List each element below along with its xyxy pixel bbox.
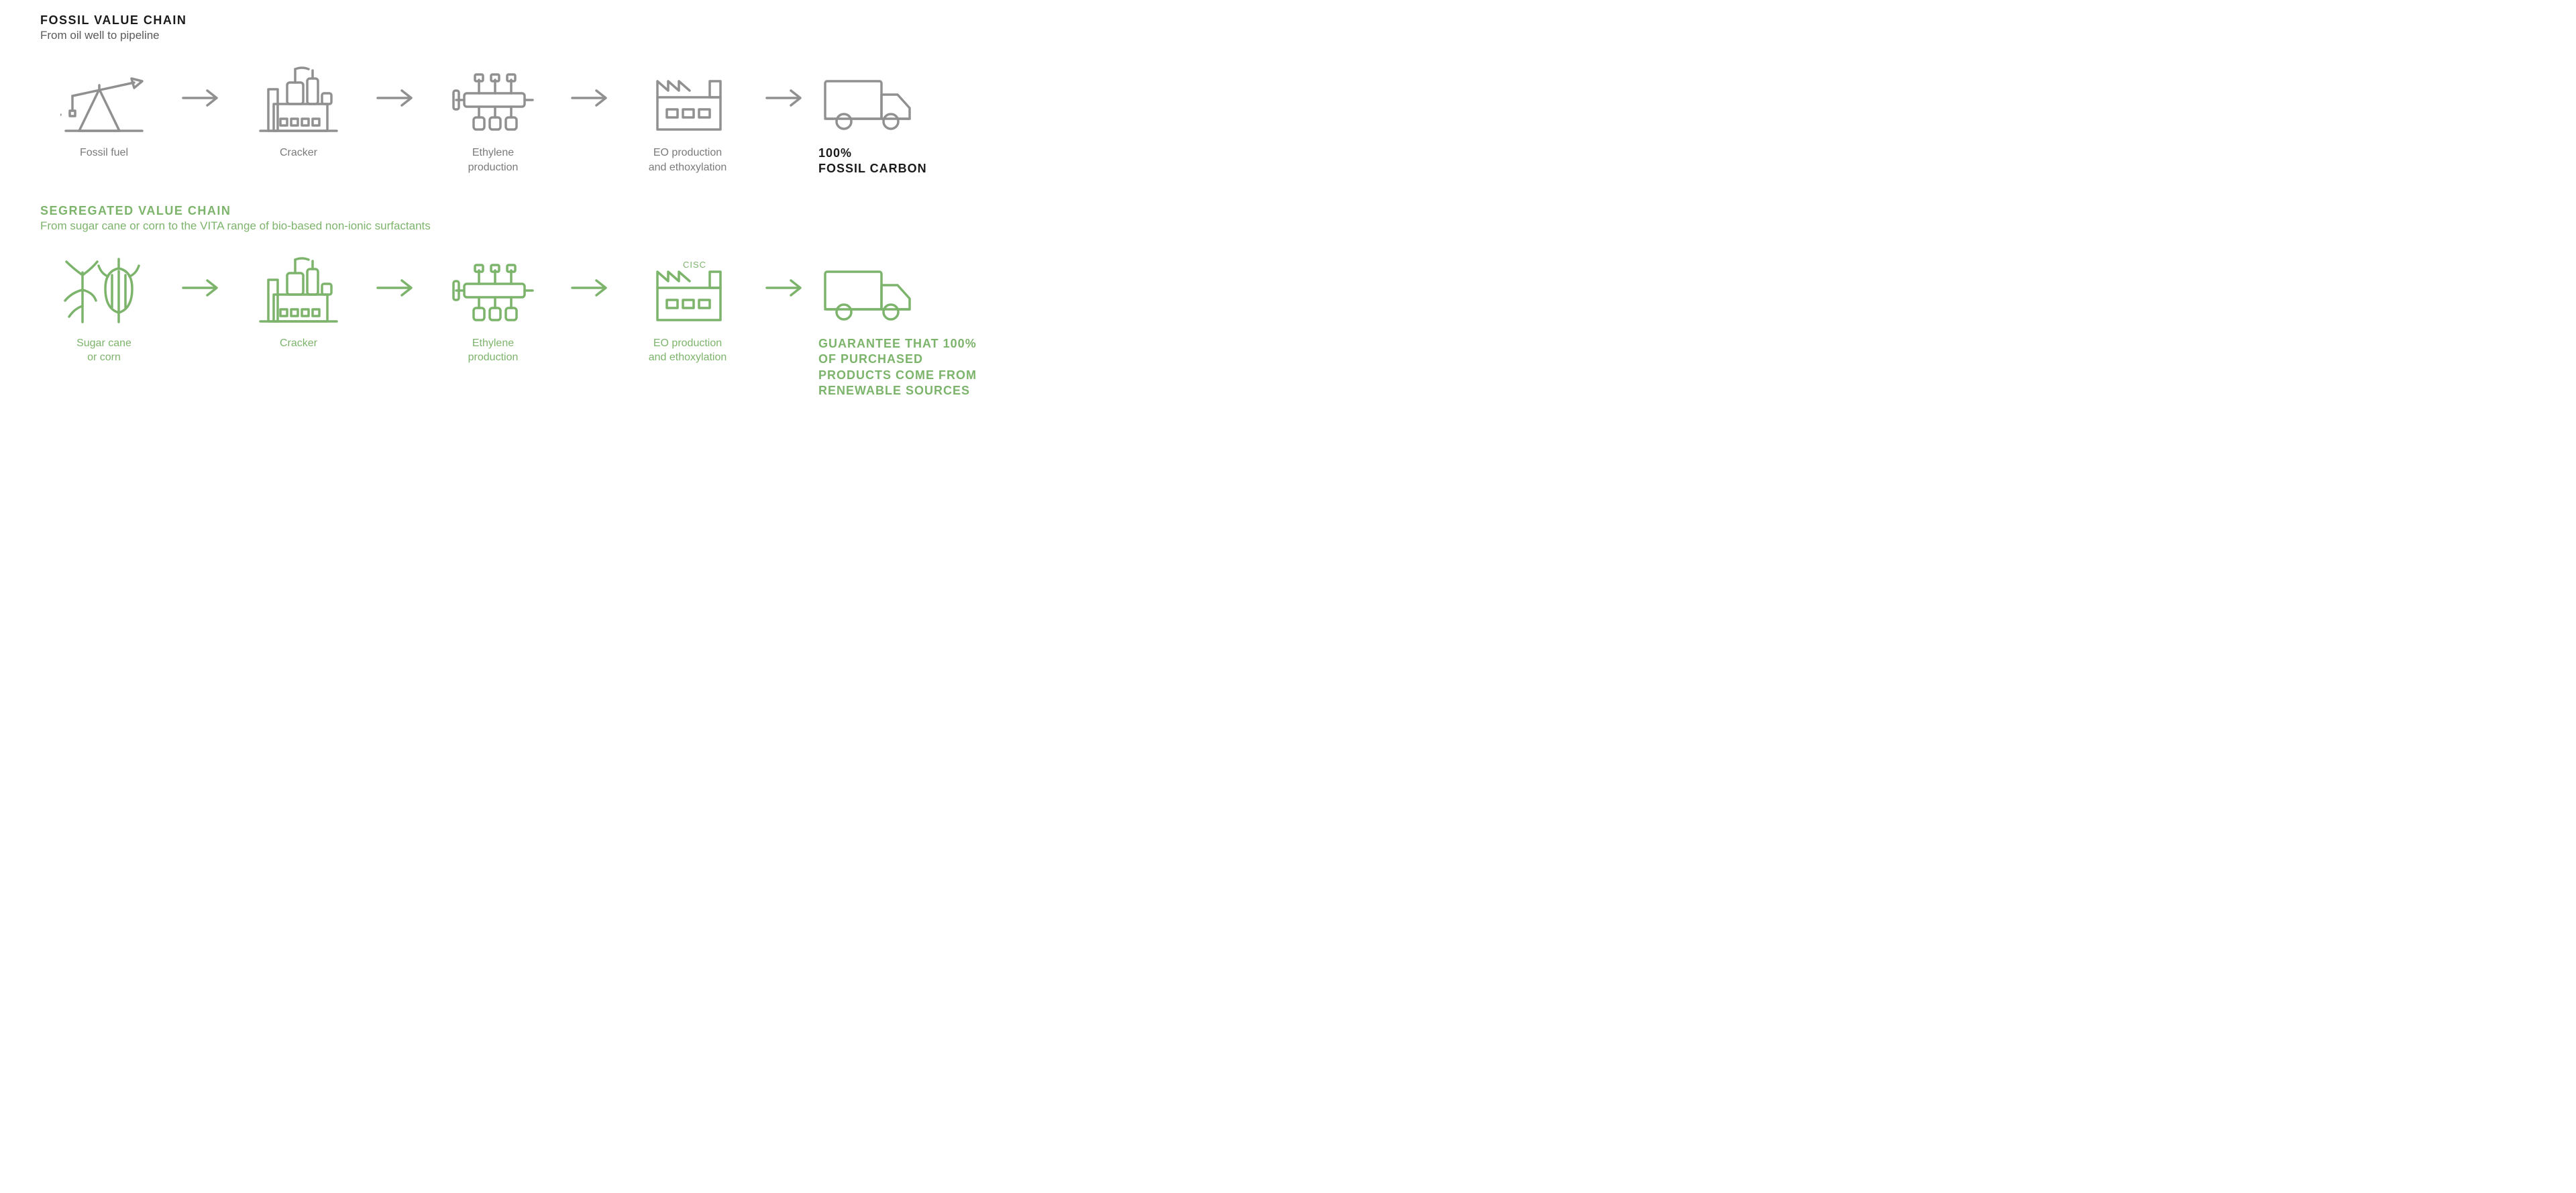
arrow-icon	[362, 59, 429, 136]
oil-pump-icon	[40, 59, 168, 136]
step-label: Sugar caneor corn	[76, 336, 131, 365]
step-label: EO productionand ethoxylation	[649, 146, 727, 174]
bio-chain-header: SEGREGATED VALUE CHAIN From sugar cane o…	[40, 204, 990, 233]
svg-text:CISC: CISC	[683, 260, 706, 270]
factory-icon	[624, 59, 751, 136]
factory-icon: CISC	[624, 250, 751, 327]
step-label: EO productionand ethoxylation	[649, 336, 727, 365]
fossil-chain-title: FOSSIL VALUE CHAIN	[40, 13, 990, 28]
bio-chain-title: SEGREGATED VALUE CHAIN	[40, 204, 990, 218]
bio-step-cracker: Cracker	[235, 250, 362, 351]
fossil-chain-subtitle: From oil well to pipeline	[40, 29, 990, 42]
ethylene-icon	[429, 59, 557, 136]
bio-step-ethylene: Ethyleneproduction	[429, 250, 557, 365]
fossil-step-ethylene: Ethyleneproduction	[429, 59, 557, 174]
cracker-icon	[235, 59, 362, 136]
truck-icon	[818, 59, 1006, 136]
bio-chain-subtitle: From sugar cane or corn to the VITA rang…	[40, 219, 990, 233]
step-label: GUARANTEE THAT 100% OF PURCHASED PRODUCT…	[818, 336, 993, 399]
bio-value-chain: SEGREGATED VALUE CHAIN From sugar cane o…	[40, 204, 990, 399]
fossil-step-truck: 100%FOSSIL CARBON	[818, 59, 1006, 177]
arrow-icon	[751, 59, 818, 136]
crops-icon	[40, 250, 168, 327]
arrow-icon	[557, 59, 624, 136]
arrow-icon	[362, 250, 429, 327]
bio-step-factory: CISC EO productionand ethoxylation	[624, 250, 751, 365]
fossil-flow: Fossil fuel Cracker	[40, 59, 990, 177]
fossil-value-chain: FOSSIL VALUE CHAIN From oil well to pipe…	[40, 13, 990, 177]
arrow-icon	[168, 250, 235, 327]
step-label: 100%FOSSIL CARBON	[818, 146, 927, 177]
arrow-icon	[557, 250, 624, 327]
bio-flow: Sugar caneor corn Cracker	[40, 250, 990, 399]
step-label: Cracker	[280, 146, 317, 160]
ethylene-icon	[429, 250, 557, 327]
cracker-icon	[235, 250, 362, 327]
fossil-step-factory: EO productionand ethoxylation	[624, 59, 751, 174]
fossil-step-oil-pump: Fossil fuel	[40, 59, 168, 160]
fossil-chain-header: FOSSIL VALUE CHAIN From oil well to pipe…	[40, 13, 990, 42]
step-label: Cracker	[280, 336, 317, 351]
fossil-step-cracker: Cracker	[235, 59, 362, 160]
truck-icon	[818, 250, 1006, 327]
arrow-icon	[168, 59, 235, 136]
bio-step-truck: GUARANTEE THAT 100% OF PURCHASED PRODUCT…	[818, 250, 1006, 399]
arrow-icon	[751, 250, 818, 327]
step-label: Fossil fuel	[80, 146, 128, 160]
step-label: Ethyleneproduction	[468, 336, 519, 365]
step-label: Ethyleneproduction	[468, 146, 519, 174]
bio-step-crops: Sugar caneor corn	[40, 250, 168, 365]
